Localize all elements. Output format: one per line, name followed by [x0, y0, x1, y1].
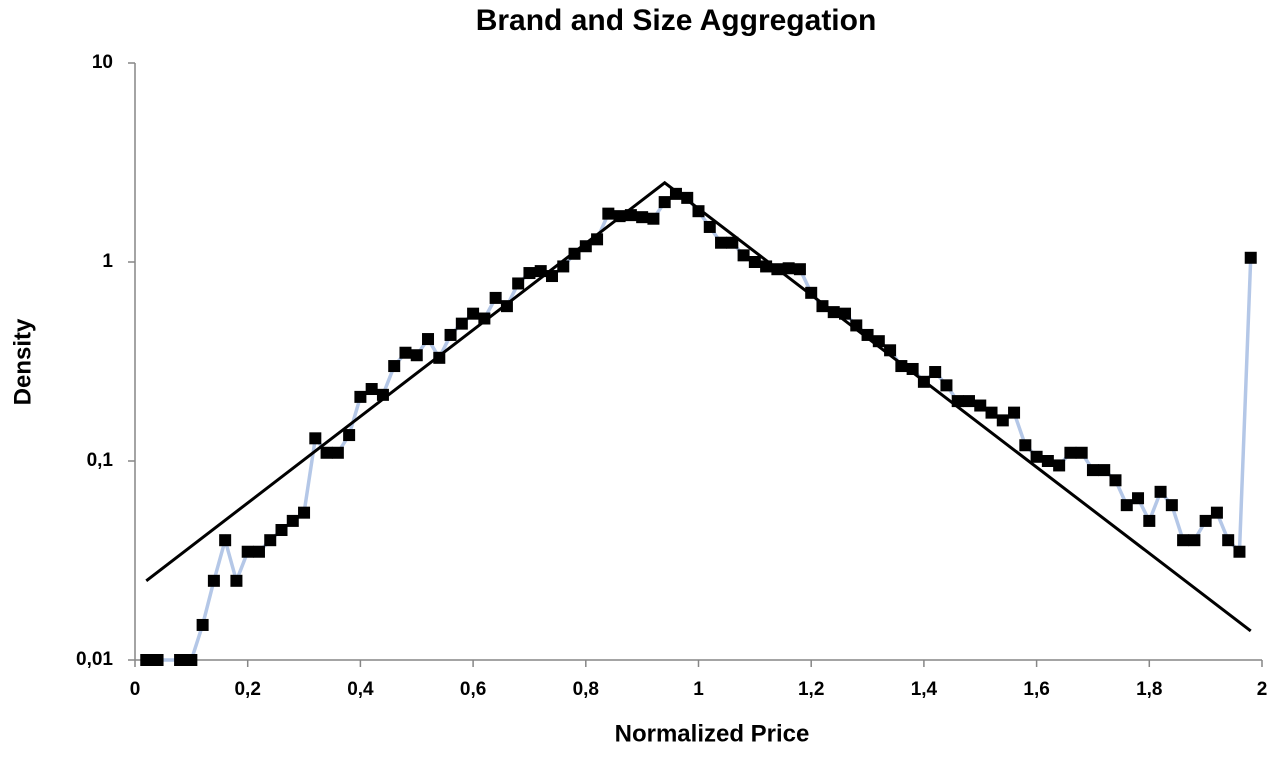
marker	[331, 446, 344, 459]
marker	[703, 220, 716, 233]
marker	[489, 291, 502, 304]
marker	[207, 574, 220, 587]
marker	[478, 312, 491, 325]
marker	[309, 432, 322, 445]
marker	[467, 307, 480, 320]
x-tick-label: 0,4	[347, 679, 374, 700]
marker	[512, 277, 525, 290]
marker	[1177, 534, 1190, 547]
marker	[726, 236, 739, 249]
y-tick-label: 0,1	[87, 450, 114, 471]
marker	[230, 574, 243, 587]
marker	[579, 240, 592, 253]
x-tick-label: 0	[130, 679, 141, 700]
marker	[185, 654, 198, 666]
marker	[1008, 406, 1021, 419]
marker	[816, 300, 829, 313]
marker	[1053, 459, 1066, 472]
x-tick-label: 1	[693, 679, 704, 700]
marker	[140, 654, 153, 666]
marker	[929, 366, 942, 379]
marker	[636, 211, 649, 224]
marker	[1098, 464, 1111, 477]
marker	[658, 196, 671, 209]
marker	[241, 545, 254, 558]
marker	[1199, 514, 1212, 527]
marker	[1222, 534, 1235, 547]
marker	[444, 328, 457, 341]
y-tick-label: 0,01	[76, 649, 113, 670]
marker	[174, 654, 187, 666]
marker	[861, 328, 874, 341]
marker	[737, 249, 750, 262]
marker	[1132, 492, 1145, 505]
marker	[1041, 455, 1054, 467]
marker	[1030, 450, 1043, 463]
marker	[298, 506, 311, 519]
marker	[275, 524, 288, 537]
x-tick-label: 0,8	[573, 679, 599, 700]
marker	[1064, 446, 1077, 459]
marker	[523, 267, 536, 280]
y-tick-label: 10	[92, 52, 113, 73]
marker	[455, 317, 468, 330]
marker	[264, 534, 277, 547]
x-tick-label: 0,2	[234, 679, 260, 700]
marker	[1075, 446, 1088, 459]
marker	[996, 414, 1009, 427]
marker	[365, 383, 378, 396]
marker	[1109, 474, 1122, 487]
x-tick-label: 1,6	[1023, 679, 1049, 700]
marker	[1188, 534, 1201, 547]
marker	[1210, 506, 1223, 519]
marker	[320, 446, 333, 459]
marker	[748, 256, 761, 268]
marker	[1165, 499, 1178, 512]
chart-title: Brand and Size Aggregation	[476, 4, 877, 37]
x-tick-label: 1,4	[911, 679, 938, 700]
data-line	[146, 191, 1253, 662]
marker	[252, 545, 265, 558]
marker	[354, 390, 367, 403]
marker	[602, 207, 615, 220]
marker	[1120, 499, 1133, 512]
marker	[410, 349, 423, 362]
marker	[647, 212, 660, 225]
marker	[343, 429, 356, 442]
marker	[151, 654, 164, 666]
marker	[940, 379, 953, 392]
marker	[715, 236, 728, 249]
x-tick-label: 0,6	[460, 679, 486, 700]
fit-line	[145, 180, 1252, 633]
marker	[1233, 545, 1246, 558]
marker	[1244, 251, 1257, 264]
marker	[782, 262, 795, 275]
marker	[219, 534, 232, 547]
x-axis-label: Normalized Price	[615, 720, 810, 747]
marker	[196, 618, 209, 631]
marker	[422, 333, 435, 346]
y-axis-label: Density	[9, 318, 36, 405]
marker	[974, 399, 987, 412]
marker	[399, 346, 412, 359]
marker	[962, 395, 975, 408]
x-tick-label: 2	[1257, 679, 1268, 700]
x-tick-label: 1,8	[1136, 679, 1162, 700]
marker	[1019, 439, 1032, 452]
marker	[1086, 464, 1099, 477]
y-tick-label: 1	[102, 251, 113, 272]
marker	[985, 406, 998, 419]
marker	[1154, 485, 1167, 498]
marker	[1143, 514, 1156, 527]
marker	[286, 514, 299, 527]
marker	[388, 360, 401, 373]
marker	[793, 263, 806, 276]
x-tick-label: 1,2	[798, 679, 824, 700]
